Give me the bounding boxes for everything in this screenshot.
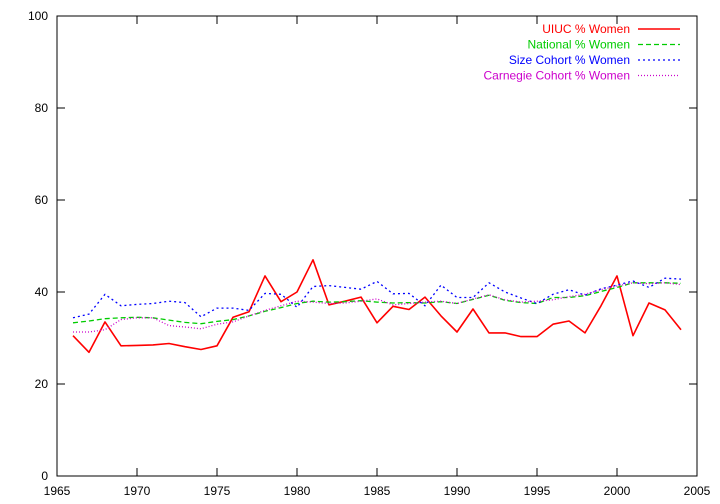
legend-label: UIUC % Women <box>542 22 630 36</box>
y-tick-label: 20 <box>35 377 49 391</box>
plot-frame <box>56 15 698 477</box>
series-line-2 <box>72 282 682 325</box>
series-line-3 <box>72 277 682 319</box>
legend-label: National % Women <box>528 38 631 52</box>
x-tick-label: 1975 <box>204 484 231 498</box>
y-tick-label: 40 <box>35 285 49 299</box>
x-tick-label: 1965 <box>44 484 71 498</box>
x-tick-label: 1990 <box>444 484 471 498</box>
legend-label: Size Cohort % Women <box>509 53 630 67</box>
y-tick-label: 60 <box>35 193 49 207</box>
x-tick-label: 2000 <box>604 484 631 498</box>
axis-ticks <box>56 15 698 477</box>
axis-tick-labels: 1965 1970 1975 1980 1985 1990 1995 2000 2005 0 20 4… <box>28 9 711 498</box>
x-tick-label: 1970 <box>124 484 151 498</box>
x-tick-label: 1995 <box>524 484 551 498</box>
y-tick-label: 80 <box>35 101 49 115</box>
x-tick-label: 1985 <box>364 484 391 498</box>
series-line-1 <box>72 258 682 354</box>
y-tick-label: 0 <box>41 469 48 483</box>
series-lines <box>72 258 682 354</box>
x-tick-label: 1980 <box>284 484 311 498</box>
x-tick-label: 2005 <box>684 484 711 498</box>
legend-label: Carnegie Cohort % Women <box>483 69 630 83</box>
y-tick-label: 100 <box>28 9 48 23</box>
